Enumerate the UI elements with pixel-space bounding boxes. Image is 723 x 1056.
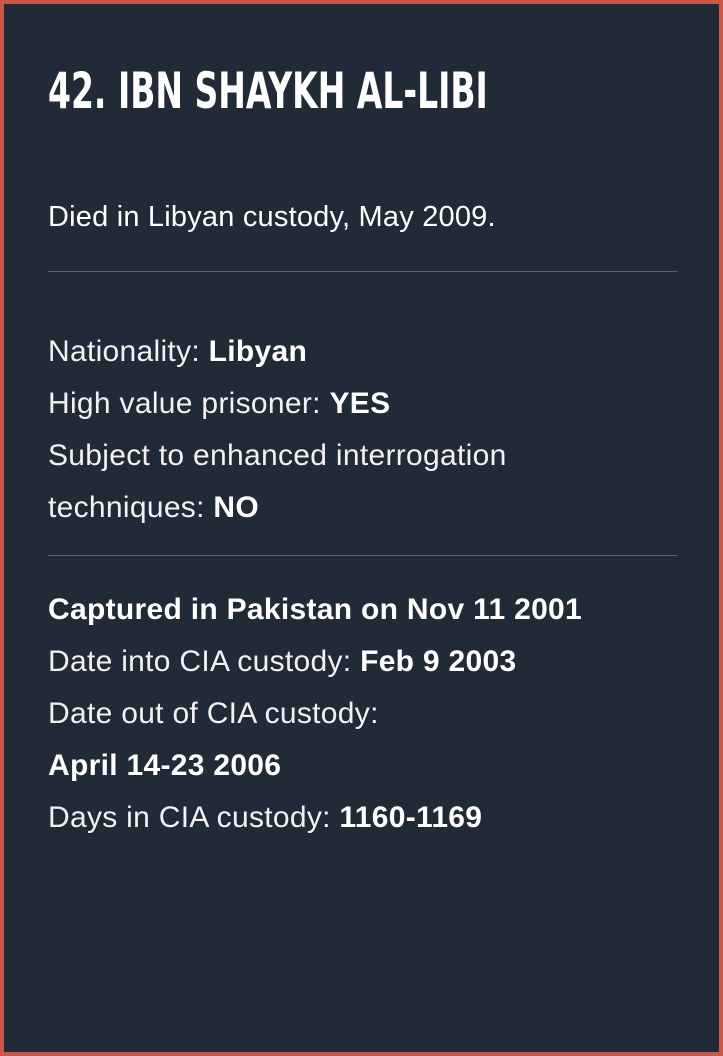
- high-value-prisoner-value: YES: [329, 387, 391, 420]
- into-custody-value: Feb 9 2003: [360, 645, 517, 678]
- enhanced-interrogation-label-line2: techniques:: [48, 491, 214, 524]
- into-custody-label: Date into CIA custody:: [48, 645, 361, 678]
- enhanced-interrogation-row: Subject to enhanced interrogation: [48, 430, 507, 482]
- custody-section: Captured in Pakistan on Nov 11 2001 Date…: [48, 584, 582, 844]
- high-value-prisoner-label: High value prisoner:: [48, 387, 330, 420]
- days-in-custody-label: Days in CIA custody:: [48, 801, 340, 834]
- enhanced-interrogation-row-cont: techniques: NO: [48, 482, 507, 534]
- out-of-custody-value-row: April 14-23 2006: [48, 740, 582, 792]
- divider: [48, 271, 677, 272]
- divider: [48, 555, 677, 556]
- capture-row: Captured in Pakistan on Nov 11 2001: [48, 584, 582, 636]
- enhanced-interrogation-value: NO: [213, 491, 259, 524]
- capture-info: Captured in Pakistan on Nov 11 2001: [48, 593, 583, 626]
- into-custody-row: Date into CIA custody: Feb 9 2003: [48, 636, 582, 688]
- out-of-custody-row: Date out of CIA custody:: [48, 688, 582, 740]
- out-of-custody-value: April 14-23 2006: [48, 749, 282, 782]
- days-in-custody-row: Days in CIA custody: 1160-1169: [48, 792, 582, 844]
- days-in-custody-value: 1160-1169: [339, 801, 483, 834]
- nationality-row: Nationality: Libyan: [48, 326, 507, 378]
- prisoner-card: 42. Ibn Shaykh al-Libi Died in Libyan cu…: [4, 4, 719, 1052]
- prisoner-name-title: 42. Ibn Shaykh al-Libi: [48, 62, 488, 120]
- nationality-label: Nationality:: [48, 335, 209, 368]
- enhanced-interrogation-label-line1: Subject to enhanced interrogation: [48, 439, 507, 472]
- out-of-custody-label: Date out of CIA custody:: [48, 697, 379, 730]
- high-value-prisoner-row: High value prisoner: YES: [48, 378, 507, 430]
- nationality-value: Libyan: [208, 335, 308, 368]
- status-summary: Died in Libyan custody, May 2009.: [48, 201, 496, 233]
- details-section: Nationality: Libyan High value prisoner:…: [48, 326, 507, 534]
